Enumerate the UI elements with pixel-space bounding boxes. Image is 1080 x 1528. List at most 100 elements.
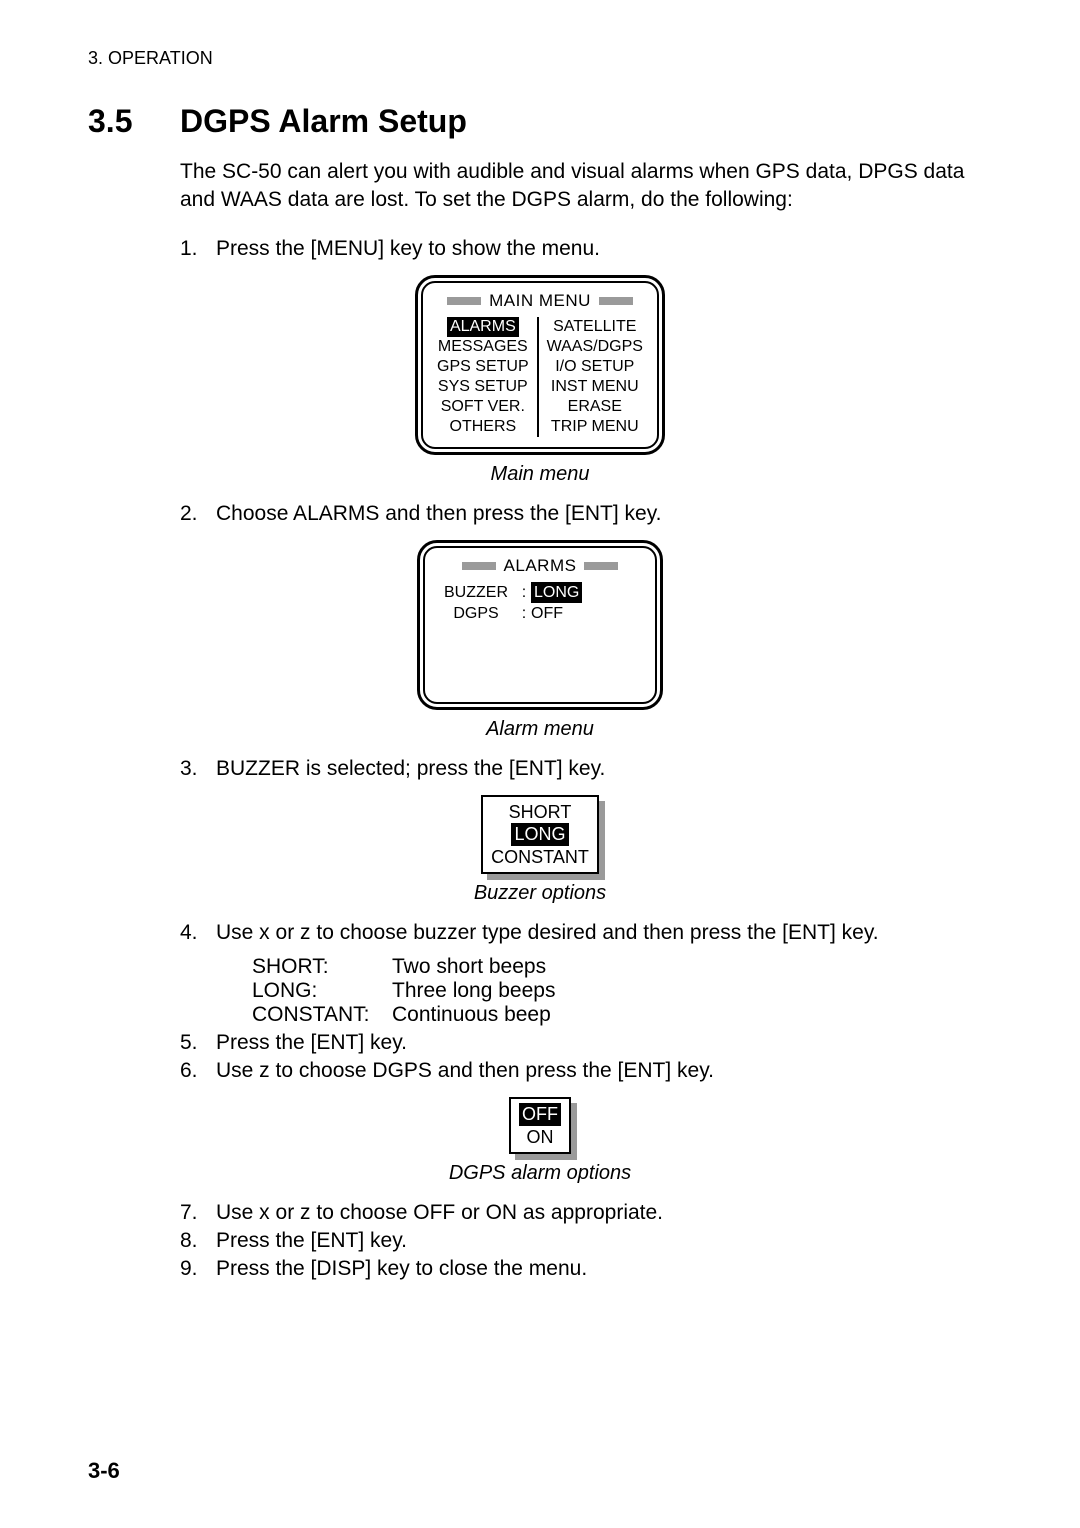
step-2: 2.Choose ALARMS and then press the [ENT]… <box>180 502 992 526</box>
def-val: Three long beeps <box>392 979 555 1003</box>
title-bar-right-icon <box>584 562 618 570</box>
intro-text: The SC-50 can alert you with audible and… <box>180 158 992 215</box>
steps-list: 7.Use x or z to choose OFF or ON as appr… <box>180 1201 992 1281</box>
step-marker: 4. <box>180 921 216 1027</box>
buzzer-options-front: SHORT LONG CONSTANT <box>481 795 599 875</box>
step-marker: 9. <box>180 1257 216 1281</box>
alarm-colon: : <box>517 582 531 604</box>
alarm-menu-title: ALARMS <box>504 556 577 576</box>
menu-item: INST MENU <box>547 377 643 397</box>
main-menu-inner: MAIN MENU ALARMS MESSAGES GPS SETUP SYS … <box>421 281 659 449</box>
step-text: Press the [DISP] key to close the menu. <box>216 1257 992 1281</box>
menu-item: I/O SETUP <box>547 357 643 377</box>
step-3: 3.BUZZER is selected; press the [ENT] ke… <box>180 757 992 781</box>
step-marker: 7. <box>180 1201 216 1225</box>
step-marker: 5. <box>180 1031 216 1055</box>
menu-item: ERASE <box>547 397 643 417</box>
buzzer-options-figure: SHORT LONG CONSTANT <box>88 795 992 875</box>
buzzer-options-caption: Buzzer options <box>88 882 992 905</box>
alarm-menu-caption: Alarm menu <box>88 718 992 741</box>
def-row: CONSTANT:Continuous beep <box>252 1003 992 1027</box>
def-row: SHORT:Two short beeps <box>252 955 992 979</box>
step-7: 7.Use x or z to choose OFF or ON as appr… <box>180 1201 992 1225</box>
title-bar-left-icon <box>447 297 481 305</box>
option-short: SHORT <box>491 801 589 824</box>
step-text: Use z to choose DGPS and then press the … <box>216 1059 992 1083</box>
main-menu-title-row: MAIN MENU <box>433 291 647 311</box>
alarm-menu-inner: ALARMS BUZZER : LONG DGPS : OFF <box>423 546 657 704</box>
alarm-key: BUZZER <box>435 582 517 604</box>
main-menu-col-left: ALARMS MESSAGES GPS SETUP SYS SETUP SOFT… <box>433 317 533 437</box>
alarm-row-dgps: DGPS : OFF <box>435 603 645 625</box>
alarm-value: OFF <box>531 603 563 625</box>
dgps-options-box: OFF ON <box>509 1097 571 1154</box>
step-marker: 2. <box>180 502 216 526</box>
menu-item: SOFT VER. <box>437 397 529 417</box>
option-off: OFF <box>519 1103 561 1126</box>
buzzer-definitions: SHORT:Two short beeps LONG:Three long be… <box>252 955 992 1027</box>
step-content: Use x or z to choose buzzer type desired… <box>216 921 992 1027</box>
step-marker: 1. <box>180 237 216 261</box>
alarm-value: LONG <box>531 582 582 604</box>
def-key: CONSTANT: <box>252 1003 392 1027</box>
option-on: ON <box>519 1126 561 1149</box>
def-key: SHORT: <box>252 955 392 979</box>
menu-item: WAAS/DGPS <box>547 337 643 357</box>
main-menu-caption: Main menu <box>88 463 992 486</box>
menu-item: OTHERS <box>437 417 529 437</box>
option-long: LONG <box>491 823 589 846</box>
section-heading: 3.5DGPS Alarm Setup <box>88 103 992 140</box>
main-menu-figure: MAIN MENU ALARMS MESSAGES GPS SETUP SYS … <box>88 275 992 455</box>
menu-item: SATELLITE <box>547 317 643 337</box>
step-8: 8.Press the [ENT] key. <box>180 1229 992 1253</box>
step-text: Choose ALARMS and then press the [ENT] k… <box>216 502 992 526</box>
step-text: Press the [MENU] key to show the menu. <box>216 237 992 261</box>
option-constant: CONSTANT <box>491 846 589 869</box>
def-val: Continuous beep <box>392 1003 551 1027</box>
menu-item: GPS SETUP <box>437 357 529 377</box>
menu-item: TRIP MENU <box>547 417 643 437</box>
alarm-colon: : <box>517 603 531 625</box>
menu-item: SYS SETUP <box>437 377 529 397</box>
menu-item: MESSAGES <box>437 337 529 357</box>
step-text: BUZZER is selected; press the [ENT] key. <box>216 757 992 781</box>
step-5: 5.Press the [ENT] key. <box>180 1031 992 1055</box>
step-marker: 3. <box>180 757 216 781</box>
dgps-options-caption: DGPS alarm options <box>88 1162 992 1185</box>
dgps-options-figure: OFF ON <box>88 1097 992 1154</box>
section-number: 3.5 <box>88 103 180 140</box>
step-text: Press the [ENT] key. <box>216 1031 992 1055</box>
alarm-menu-title-row: ALARMS <box>435 556 645 576</box>
step-text: Press the [ENT] key. <box>216 1229 992 1253</box>
steps-list: 4. Use x or z to choose buzzer type desi… <box>180 921 992 1083</box>
main-menu-columns: ALARMS MESSAGES GPS SETUP SYS SETUP SOFT… <box>433 317 647 437</box>
def-val: Two short beeps <box>392 955 546 979</box>
steps-list: 3.BUZZER is selected; press the [ENT] ke… <box>180 757 992 781</box>
main-menu-screen: MAIN MENU ALARMS MESSAGES GPS SETUP SYS … <box>415 275 665 455</box>
dgps-options-front: OFF ON <box>509 1097 571 1154</box>
steps-list: 2.Choose ALARMS and then press the [ENT]… <box>180 502 992 526</box>
alarm-menu-body: BUZZER : LONG DGPS : OFF <box>435 582 645 692</box>
step-marker: 8. <box>180 1229 216 1253</box>
main-menu-col-right: SATELLITE WAAS/DGPS I/O SETUP INST MENU … <box>543 317 647 437</box>
steps-list: 1.Press the [MENU] key to show the menu. <box>180 237 992 261</box>
def-row: LONG:Three long beeps <box>252 979 992 1003</box>
step-4: 4. Use x or z to choose buzzer type desi… <box>180 921 992 1027</box>
menu-item-alarms: ALARMS <box>437 317 529 337</box>
alarm-key: DGPS <box>435 603 517 625</box>
step-9: 9.Press the [DISP] key to close the menu… <box>180 1257 992 1281</box>
alarm-menu-figure: ALARMS BUZZER : LONG DGPS : OFF <box>88 540 992 710</box>
page-number: 3-6 <box>88 1458 120 1484</box>
buzzer-options-box: SHORT LONG CONSTANT <box>481 795 599 875</box>
alarm-row-buzzer: BUZZER : LONG <box>435 582 645 604</box>
step-marker: 6. <box>180 1059 216 1083</box>
step-6: 6.Use z to choose DGPS and then press th… <box>180 1059 992 1083</box>
step-text: Use x or z to choose buzzer type desired… <box>216 921 879 944</box>
alarm-menu-screen: ALARMS BUZZER : LONG DGPS : OFF <box>417 540 663 710</box>
main-menu-title: MAIN MENU <box>489 291 591 311</box>
step-1: 1.Press the [MENU] key to show the menu. <box>180 237 992 261</box>
title-bar-left-icon <box>462 562 496 570</box>
def-key: LONG: <box>252 979 392 1003</box>
title-bar-right-icon <box>599 297 633 305</box>
step-text: Use x or z to choose OFF or ON as approp… <box>216 1201 992 1225</box>
